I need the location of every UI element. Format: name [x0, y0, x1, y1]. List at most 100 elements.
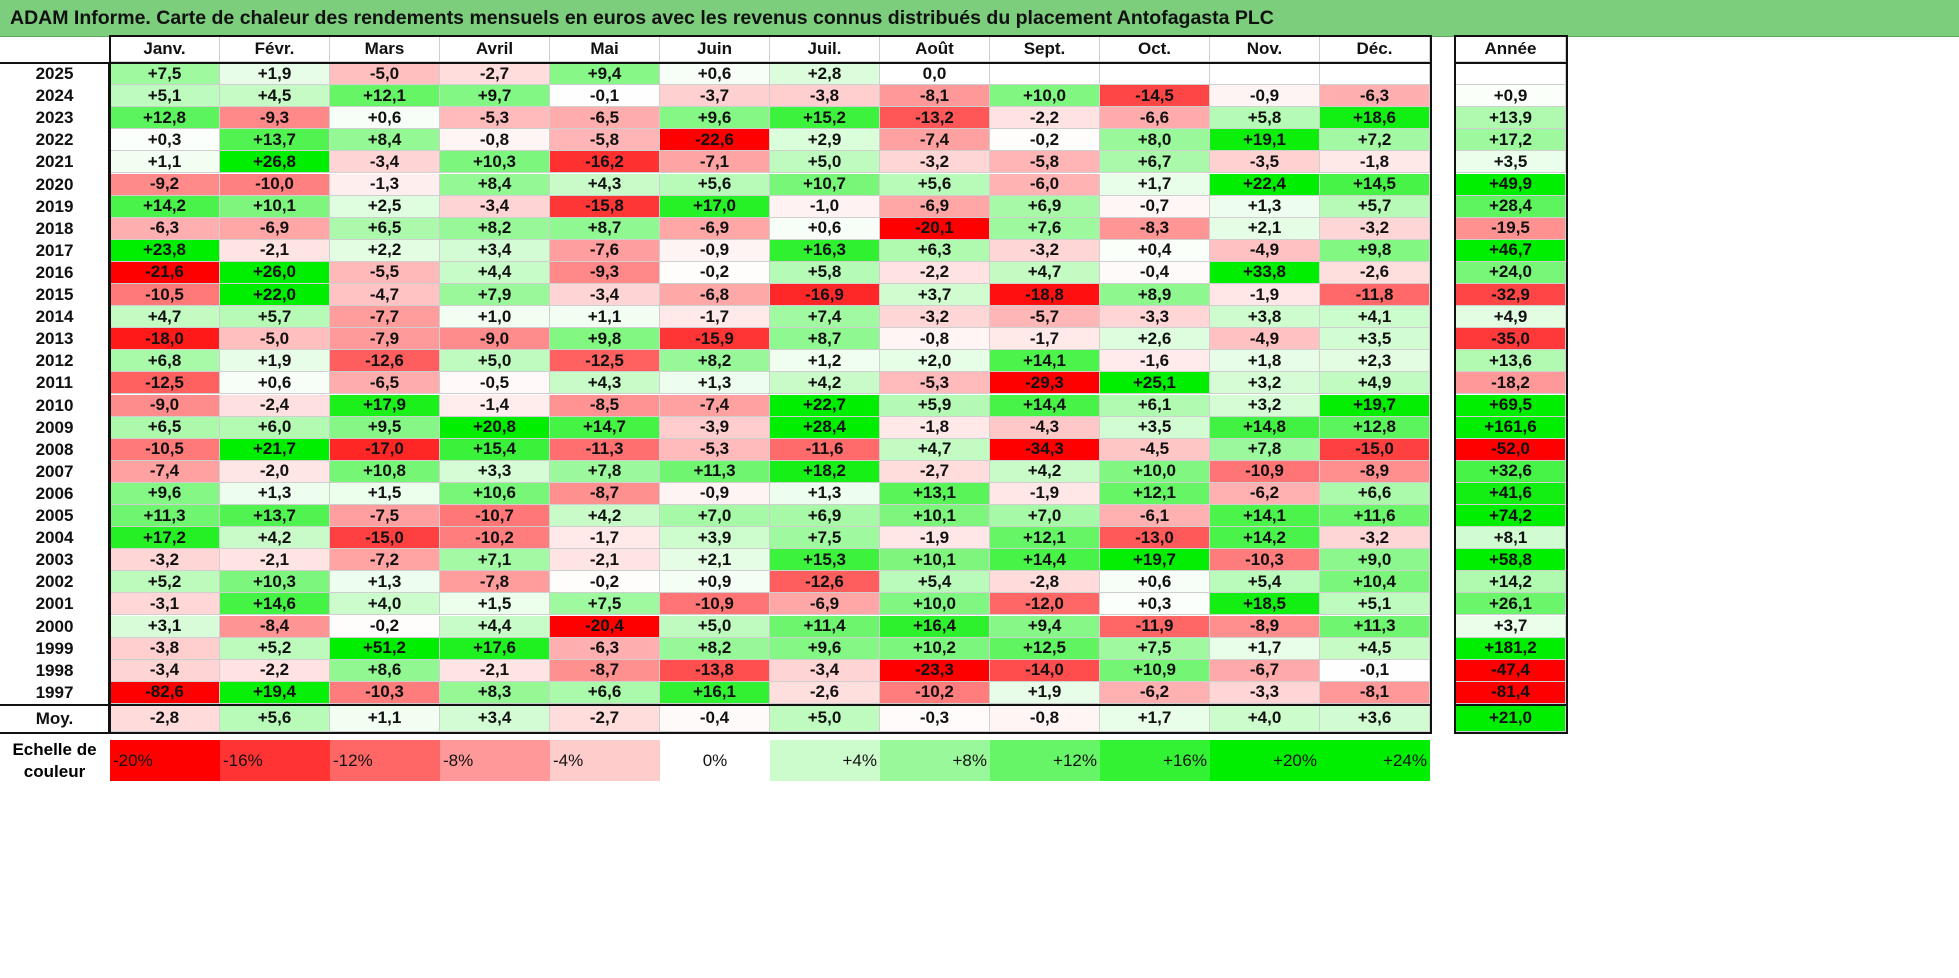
year-label: 2024 [35, 86, 74, 106]
heatmap-cell: -22,6 [660, 129, 770, 152]
heatmap-cell: +6,0 [220, 416, 330, 439]
month-header: Janv. [110, 37, 220, 62]
heatmap-cell: +11,3 [110, 505, 220, 528]
heatmap-cell: -7,1 [660, 151, 770, 174]
heatmap-cell: -13,0 [1100, 527, 1210, 550]
heatmap-cell: -14,5 [1100, 85, 1210, 108]
heatmap-cell: -10,9 [1210, 460, 1320, 483]
heatmap-cell [1100, 63, 1210, 86]
heatmap-cell: -5,3 [660, 438, 770, 461]
heatmap-cell: +1,9 [990, 681, 1100, 704]
heatmap-cell: +9,6 [770, 637, 880, 660]
heatmap-cell: +1,3 [1210, 195, 1320, 218]
heatmap-cell: +6,9 [990, 195, 1100, 218]
heatmap-cell: -5,5 [330, 261, 440, 284]
average-cell: -0,4 [660, 705, 770, 732]
heatmap-cell: -4,3 [990, 416, 1100, 439]
heatmap-cell: +0,6 [1100, 571, 1210, 594]
heatmap-cell: +8,6 [330, 659, 440, 682]
heatmap-cell: +22,0 [220, 284, 330, 307]
heatmap-cell: +4,2 [990, 460, 1100, 483]
heatmap-cell: -7,6 [550, 239, 660, 262]
annual-cell: +49,9 [1456, 173, 1566, 196]
heatmap-cell: +0,6 [220, 372, 330, 395]
heatmap-cell: -5,7 [990, 306, 1100, 329]
heatmap-cell: +3,1 [110, 615, 220, 638]
heatmap-cell: +3,8 [1210, 306, 1320, 329]
annual-cell: +32,6 [1456, 460, 1566, 483]
heatmap-cell: -6,9 [660, 217, 770, 240]
heatmap-cell: +10,1 [880, 505, 990, 528]
heatmap-cell: -13,2 [880, 107, 990, 130]
heatmap-cell: +5,0 [770, 151, 880, 174]
heatmap-cell: -1,9 [1210, 284, 1320, 307]
heatmap-cell: +2,0 [880, 350, 990, 373]
heatmap-cell: +0,6 [330, 107, 440, 130]
heatmap-cell: -15,9 [660, 328, 770, 351]
year-label: 2025 [35, 64, 74, 84]
heatmap-cell: -8,7 [550, 659, 660, 682]
heatmap-cell: -4,7 [330, 284, 440, 307]
heatmap-cell: +11,3 [660, 460, 770, 483]
heatmap-cell: -6,2 [1100, 681, 1210, 704]
year-label: 1998 [35, 660, 74, 680]
heatmap-cell: -0,8 [440, 129, 550, 152]
heatmap-cell: +20,8 [440, 416, 550, 439]
average-cell: +1,7 [1100, 705, 1210, 732]
annual-cell: -52,0 [1456, 438, 1566, 461]
heatmap-cell: -8,9 [1320, 460, 1430, 483]
heatmap-cell: +5,4 [880, 571, 990, 594]
heatmap-cell: +1,9 [220, 350, 330, 373]
heatmap-cell: +19,7 [1320, 394, 1430, 417]
heatmap-cell: -1,6 [1100, 350, 1210, 373]
heatmap-cell: +0,6 [660, 63, 770, 86]
year-label: 2022 [35, 130, 74, 150]
heatmap-cell: -8,1 [880, 85, 990, 108]
heatmap-cell: -1,0 [770, 195, 880, 218]
heatmap-cell: +9,4 [990, 615, 1100, 638]
year-label: 2017 [35, 240, 74, 260]
heatmap-cell: -3,4 [550, 284, 660, 307]
color-scale-swatch: +24% [1320, 740, 1430, 781]
heatmap-cell: -2,0 [220, 460, 330, 483]
year-label: 2006 [35, 483, 74, 503]
heatmap-cell: +10,6 [440, 482, 550, 505]
heatmap-cell: +6,8 [110, 350, 220, 373]
heatmap-cell: -2,1 [550, 549, 660, 572]
average-cell: +3,4 [440, 705, 550, 732]
heatmap-cell: +6,9 [770, 505, 880, 528]
heatmap-cell: +51,2 [330, 637, 440, 660]
heatmap-cell: -1,9 [990, 482, 1100, 505]
heatmap-cell: -10,5 [110, 438, 220, 461]
heatmap-cell: +14,2 [1210, 527, 1320, 550]
heatmap-cell: -2,1 [220, 549, 330, 572]
heatmap-cell: +7,8 [1210, 438, 1320, 461]
heatmap-cell: +9,7 [440, 85, 550, 108]
annual-cell: +46,7 [1456, 239, 1566, 262]
heatmap-cell: -1,3 [330, 173, 440, 196]
heatmap-cell: -12,6 [330, 350, 440, 373]
heatmap-cell: -6,8 [660, 284, 770, 307]
heatmap-cell: +17,9 [330, 394, 440, 417]
heatmap-cell: +16,3 [770, 239, 880, 262]
heatmap-cell: +5,8 [770, 261, 880, 284]
heatmap-cell: -2,2 [220, 659, 330, 682]
heatmap-cell: -1,8 [1320, 151, 1430, 174]
heatmap-cell: +5,1 [110, 85, 220, 108]
heatmap-cell: -2,4 [220, 394, 330, 417]
heatmap-cell: +1,3 [220, 482, 330, 505]
heatmap-cell: +4,9 [1320, 372, 1430, 395]
heatmap-cell: -0,9 [660, 239, 770, 262]
annual-header: Année [1456, 37, 1566, 62]
heatmap-cell: -15,0 [330, 527, 440, 550]
heatmap-cell: +10,8 [330, 460, 440, 483]
header-separator-annual [1456, 62, 1566, 64]
heatmap-cell: -8,1 [1320, 681, 1430, 704]
heatmap-cell: +1,3 [770, 482, 880, 505]
heatmap-cell: +3,7 [880, 284, 990, 307]
heatmap-cell: +4,7 [990, 261, 1100, 284]
heatmap-cell: +9,8 [550, 328, 660, 351]
annual-cell: +0,9 [1456, 85, 1566, 108]
heatmap-cell: -29,3 [990, 372, 1100, 395]
heatmap-cell: -6,0 [990, 173, 1100, 196]
